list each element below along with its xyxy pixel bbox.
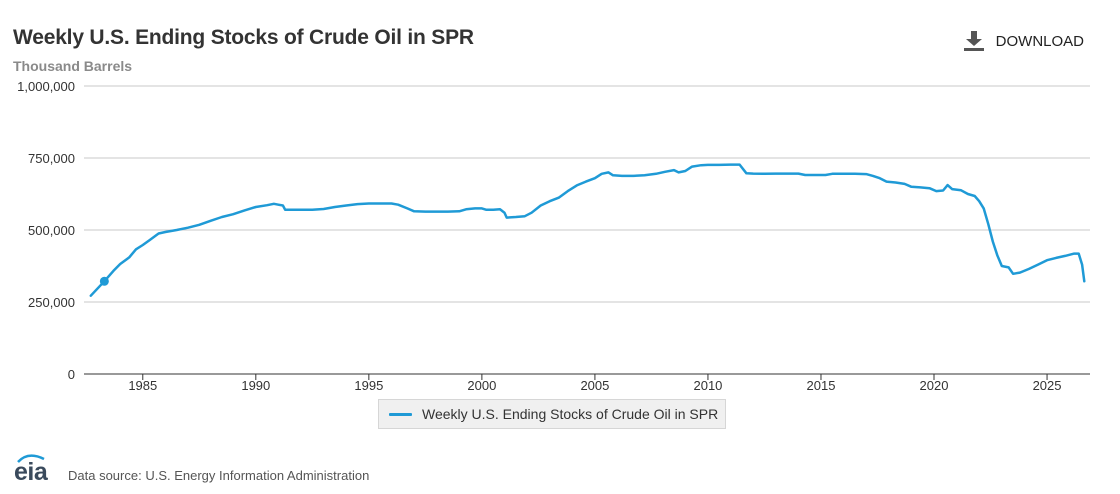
download-button[interactable]: DOWNLOAD (963, 31, 1084, 51)
series-layer (89, 163, 1086, 297)
y-tick-label: 0 (68, 367, 75, 382)
y-tick-label: 1,000,000 (17, 79, 75, 94)
y-axis-tick-labels: 0 250,000 500,000 750,000 1,000,000 (17, 79, 75, 382)
chart-subtitle: Thousand Barrels (13, 58, 133, 74)
x-tick-label: 1990 (241, 378, 270, 393)
x-tick-label: 2005 (580, 378, 609, 393)
download-icon (963, 31, 984, 51)
y-tick-label: 250,000 (28, 295, 75, 310)
x-tick-label: 1995 (354, 378, 383, 393)
x-tick-label: 1985 (128, 378, 157, 393)
x-tick-label: 2000 (467, 378, 496, 393)
eia-logo-text: eia (14, 458, 48, 486)
x-tick-label: 2015 (807, 378, 836, 393)
gridlines (84, 85, 1090, 375)
chart-title: Weekly U.S. Ending Stocks of Crude Oil i… (13, 26, 474, 49)
x-axis-tick-labels: 1985 1990 1995 2000 2005 2010 2015 2020 2025 (128, 374, 1062, 393)
x-tick-label: 2020 (920, 378, 949, 393)
x-tick-label: 2010 (693, 378, 722, 393)
y-tick-label: 750,000 (28, 151, 75, 166)
eia-logo: eia (14, 454, 58, 486)
data-source: Data source: U.S. Energy Information Adm… (68, 468, 370, 483)
footer: eia Data source: U.S. Energy Information… (14, 454, 370, 486)
legend-item[interactable]: Weekly U.S. Ending Stocks of Crude Oil i… (378, 399, 726, 429)
series-line[interactable] (89, 163, 1086, 297)
legend-label: Weekly U.S. Ending Stocks of Crude Oil i… (422, 406, 719, 422)
y-tick-label: 500,000 (28, 223, 75, 238)
legend-swatch (389, 412, 412, 416)
hover-marker[interactable] (99, 276, 109, 286)
x-tick-label: 2025 (1033, 378, 1062, 393)
download-label: DOWNLOAD (995, 32, 1084, 50)
